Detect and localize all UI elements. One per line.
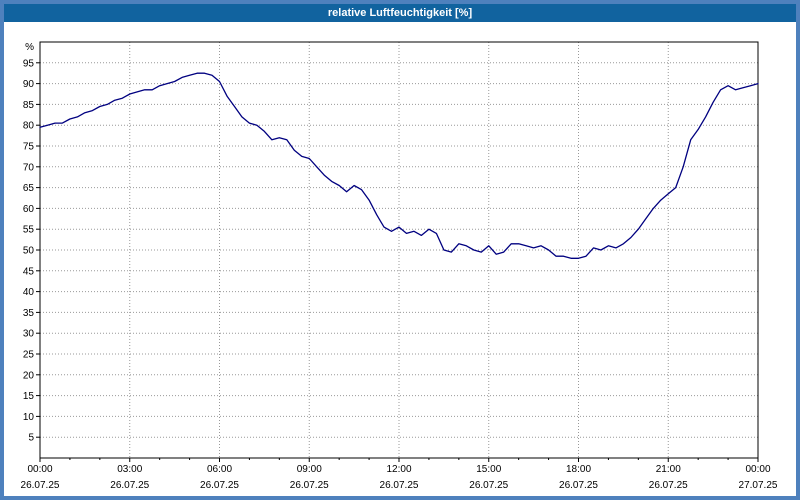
svg-text:55: 55 — [23, 225, 35, 236]
svg-text:15: 15 — [23, 391, 35, 402]
svg-text:26.07.25: 26.07.25 — [380, 480, 419, 491]
svg-text:60: 60 — [23, 204, 35, 215]
svg-text:09:00: 09:00 — [297, 464, 322, 475]
svg-text:25: 25 — [23, 350, 35, 361]
svg-text:26.07.25: 26.07.25 — [290, 480, 329, 491]
svg-text:85: 85 — [23, 100, 35, 111]
svg-text:26.07.25: 26.07.25 — [200, 480, 239, 491]
svg-text:18:00: 18:00 — [566, 464, 591, 475]
svg-text:15:00: 15:00 — [476, 464, 501, 475]
svg-text:00:00: 00:00 — [27, 464, 52, 475]
svg-text:50: 50 — [23, 246, 35, 257]
svg-text:26.07.25: 26.07.25 — [21, 480, 60, 491]
svg-text:75: 75 — [23, 142, 35, 153]
humidity-line-chart: 5 10 15 20 25 30 35 40 45 50 55 60 65 70 75 80 85 90 95 00:… — [4, 22, 796, 496]
svg-text:80: 80 — [23, 121, 35, 132]
svg-text:%: % — [25, 42, 34, 53]
svg-text:27.07.25: 27.07.25 — [739, 480, 778, 491]
svg-text:70: 70 — [23, 162, 35, 173]
svg-text:26.07.25: 26.07.25 — [559, 480, 598, 491]
svg-text:90: 90 — [23, 79, 35, 90]
svg-text:00:00: 00:00 — [745, 464, 770, 475]
svg-text:10: 10 — [23, 412, 35, 423]
chart-title: relative Luftfeuchtigkeit [%] — [4, 4, 796, 22]
svg-text:95: 95 — [23, 58, 35, 69]
svg-text:26.07.25: 26.07.25 — [469, 480, 508, 491]
chart-area: 5 10 15 20 25 30 35 40 45 50 55 60 65 70 75 80 85 90 95 00:… — [4, 22, 796, 496]
svg-text:26.07.25: 26.07.25 — [110, 480, 149, 491]
svg-text:03:00: 03:00 — [117, 464, 142, 475]
svg-text:26.07.25: 26.07.25 — [649, 480, 688, 491]
svg-text:06:00: 06:00 — [207, 464, 232, 475]
svg-text:20: 20 — [23, 370, 35, 381]
svg-text:65: 65 — [23, 183, 35, 194]
svg-text:35: 35 — [23, 308, 35, 319]
svg-text:5: 5 — [28, 433, 34, 444]
svg-text:21:00: 21:00 — [656, 464, 681, 475]
svg-text:12:00: 12:00 — [386, 464, 411, 475]
svg-text:45: 45 — [23, 266, 35, 277]
svg-text:30: 30 — [23, 329, 35, 340]
svg-text:40: 40 — [23, 287, 35, 298]
